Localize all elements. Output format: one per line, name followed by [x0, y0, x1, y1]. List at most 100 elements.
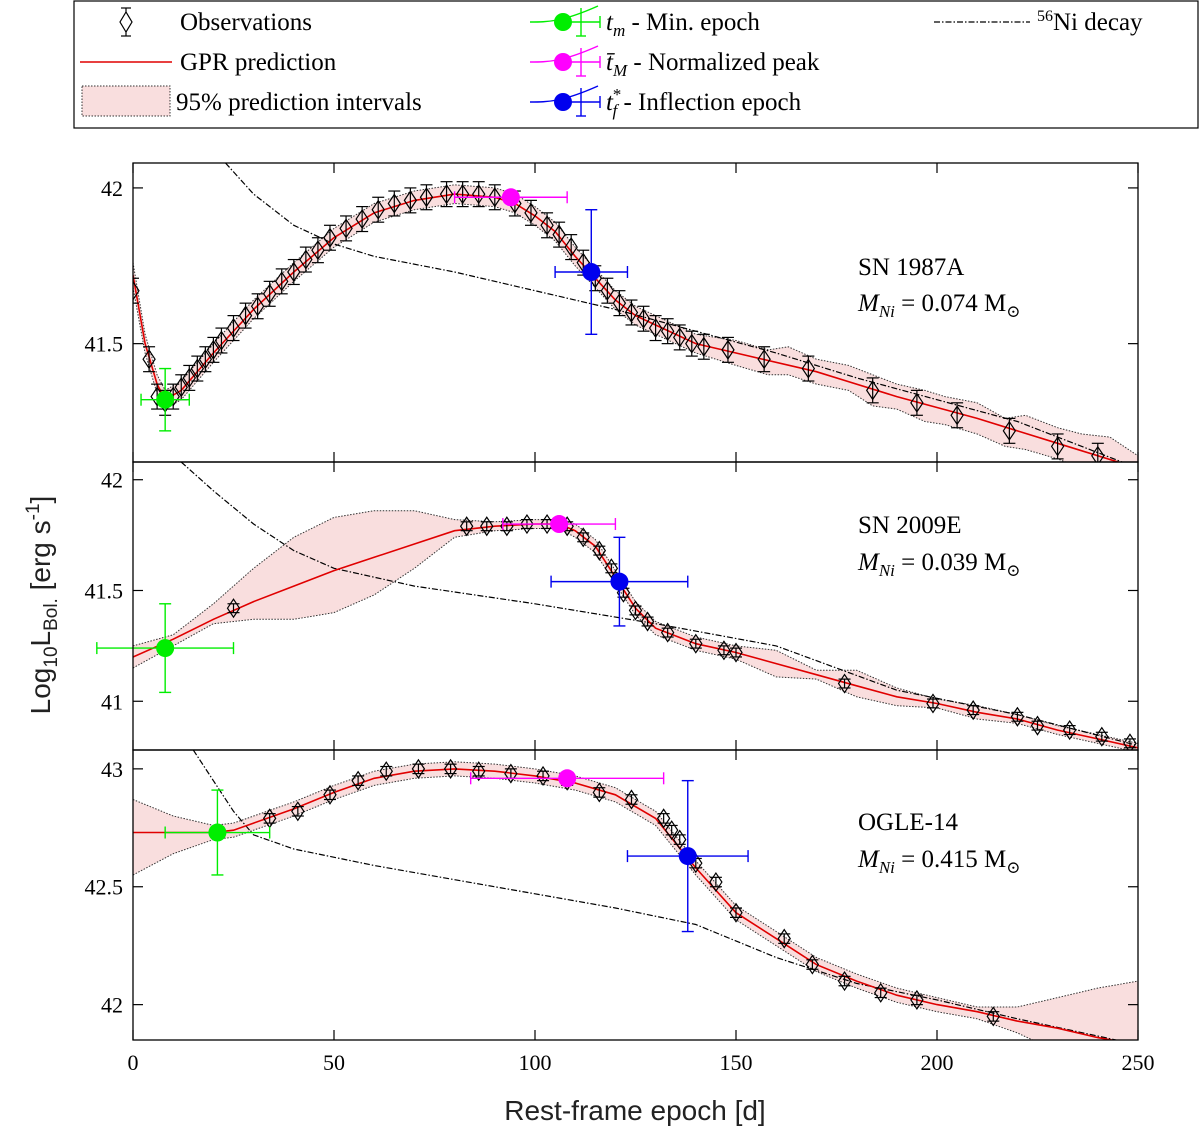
ni-decay-line: [180, 462, 1138, 747]
x-tick-label: 50: [323, 1050, 345, 1075]
min-epoch-marker: [96, 603, 235, 694]
observation-point: [837, 970, 852, 992]
legend-min-epoch-label: tm - Min. epoch: [606, 9, 760, 40]
prediction-band: [133, 510, 1138, 750]
observation-diamond: [214, 330, 229, 351]
observation-point: [355, 206, 369, 233]
observation-diamond: [966, 700, 980, 721]
observation-point: [287, 258, 301, 286]
observation-diamond: [564, 237, 578, 258]
observation-diamond: [757, 349, 771, 370]
legend-box: [73, 0, 1199, 129]
observation-diamond: [873, 982, 888, 1003]
observation-point: [1123, 733, 1137, 750]
observation-point: [299, 246, 313, 273]
y-tick-label: 41.5: [85, 578, 124, 603]
y-tick-label: 41: [101, 689, 123, 714]
inflection-marker: [626, 779, 749, 933]
observation-diamond: [685, 333, 699, 354]
observation-diamond: [226, 317, 241, 339]
observation-diamond: [411, 758, 426, 779]
observation-diamond: [379, 761, 393, 782]
observation-diamond: [648, 317, 663, 339]
observation-point: [411, 758, 426, 779]
y-tick-label: 43: [101, 757, 123, 782]
observation-diamond: [299, 249, 313, 270]
observation-point: [524, 199, 538, 226]
observation-point: [540, 212, 554, 239]
observation-point: [439, 181, 454, 208]
observation-point: [624, 789, 639, 810]
observation-diamond: [865, 380, 880, 401]
legend-peak-marker: [529, 45, 601, 77]
legend-gpr-label: GPR prediction: [180, 49, 337, 76]
observation-point: [837, 673, 852, 694]
y-tick-label: 42: [101, 993, 123, 1018]
observation-point: [986, 1006, 1001, 1027]
observation-point: [966, 700, 980, 721]
legend-ni-label: 56Ni decay: [1037, 8, 1143, 36]
min-epoch-marker: [164, 789, 271, 876]
observation-diamond: [387, 193, 402, 214]
observation-point: [656, 808, 671, 829]
observation-point: [226, 315, 241, 342]
observation-diamond: [910, 989, 924, 1011]
observation-diamond: [262, 283, 277, 304]
x-tick-label: 250: [1122, 1050, 1155, 1075]
observation-diamond: [592, 540, 607, 561]
observation-diamond: [419, 187, 434, 208]
observation-point: [1010, 706, 1025, 727]
peak-marker: [453, 188, 568, 207]
observation-diamond: [636, 308, 651, 329]
observation-diamond: [323, 227, 337, 248]
x-tick-label: 100: [519, 1050, 552, 1075]
observation-diamond: [471, 184, 486, 205]
observation-point: [238, 302, 253, 329]
observation-point: [455, 181, 470, 208]
observation-diamond: [926, 693, 940, 714]
observation-diamond: [250, 296, 265, 317]
observation-point: [1002, 417, 1017, 444]
observation-point: [323, 224, 337, 251]
observation-diamond: [672, 327, 687, 348]
observation-diamond: [1095, 726, 1109, 747]
observation-diamond: [323, 784, 337, 805]
peak-marker: [469, 769, 665, 788]
observation-diamond: [628, 600, 643, 621]
observation-point: [801, 355, 816, 382]
observation-diamond: [226, 598, 241, 619]
inflection-marker-point: [582, 263, 601, 282]
observation-point: [351, 770, 365, 791]
observation-diamond: [624, 302, 639, 323]
observation-diamond: [443, 758, 458, 779]
observation-diamond: [729, 902, 743, 923]
observation-point: [311, 237, 325, 264]
peak-marker: [502, 515, 617, 534]
ni-decay-line: [192, 750, 1119, 1040]
observation-diamond: [624, 789, 639, 810]
peak-marker-point: [550, 515, 569, 534]
observation-diamond: [339, 218, 353, 239]
observation-point: [624, 299, 639, 326]
x-tick-label: 150: [720, 1050, 753, 1075]
observation-point: [660, 622, 675, 643]
panel-mass: MNi = 0.074 M⊙: [857, 290, 1020, 321]
observation-diamond: [1123, 733, 1137, 750]
observation-point: [612, 290, 627, 317]
observation-diamond: [612, 293, 627, 314]
observation-point: [1062, 719, 1077, 741]
observation-diamond: [471, 761, 486, 782]
observation-point: [471, 761, 486, 782]
observation-diamond: [805, 954, 820, 975]
observation-diamond: [1050, 436, 1065, 457]
x-axis: 0 50 100 150 200 250: [128, 163, 1155, 1075]
x-tick-label: 0: [128, 1050, 139, 1075]
observation-point: [950, 402, 964, 429]
observation-diamond: [142, 349, 156, 370]
observation-diamond: [950, 405, 964, 426]
observation-diamond: [640, 611, 655, 632]
observation-point: [757, 346, 771, 373]
observation-diamond: [540, 215, 554, 236]
observation-diamond: [600, 280, 615, 301]
